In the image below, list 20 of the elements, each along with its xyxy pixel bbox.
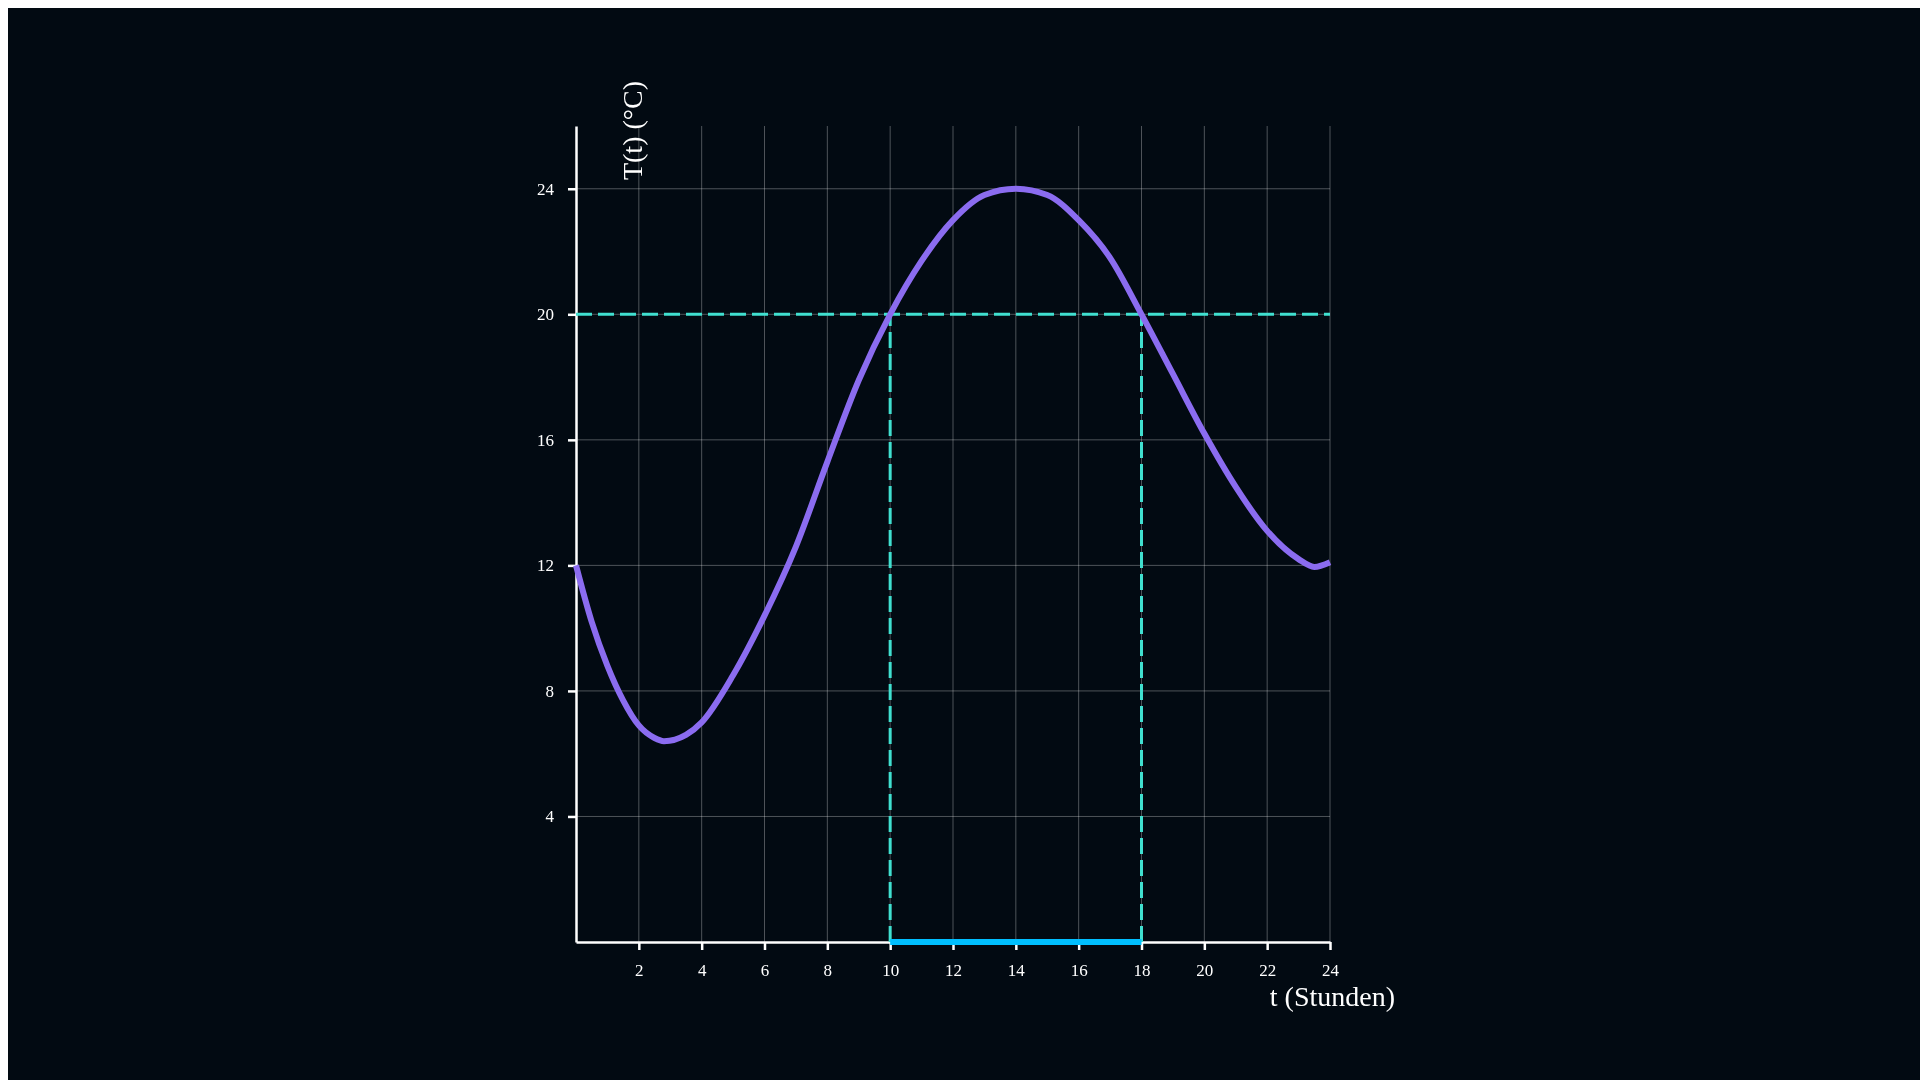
x-tick-label: 12 [945,961,962,981]
x-tick-label: 2 [635,961,644,981]
x-tick-label: 16 [1070,961,1088,981]
x-tick-label: 6 [760,961,770,981]
y-axis-title: T(t) (°C) [617,81,648,181]
x-axis-title: t (Stunden) [1269,981,1395,1012]
y-tick-label: 16 [537,430,554,450]
x-tick-label: 10 [882,961,900,981]
y-tick-label: 4 [545,807,555,827]
y-tick-label: 20 [537,305,554,325]
x-tick-label: 22 [1259,961,1277,981]
y-tick-label: 12 [537,556,554,576]
x-tick-label: 20 [1196,961,1214,981]
x-tick-label: 18 [1133,961,1151,981]
y-tick-label: 24 [537,179,555,199]
x-tick-label: 8 [823,961,833,981]
x-tick-label: 14 [1007,961,1026,981]
y-tick-label: 8 [545,681,554,701]
x-tick-label: 4 [697,961,707,981]
x-tick-label: 24 [1322,961,1340,981]
